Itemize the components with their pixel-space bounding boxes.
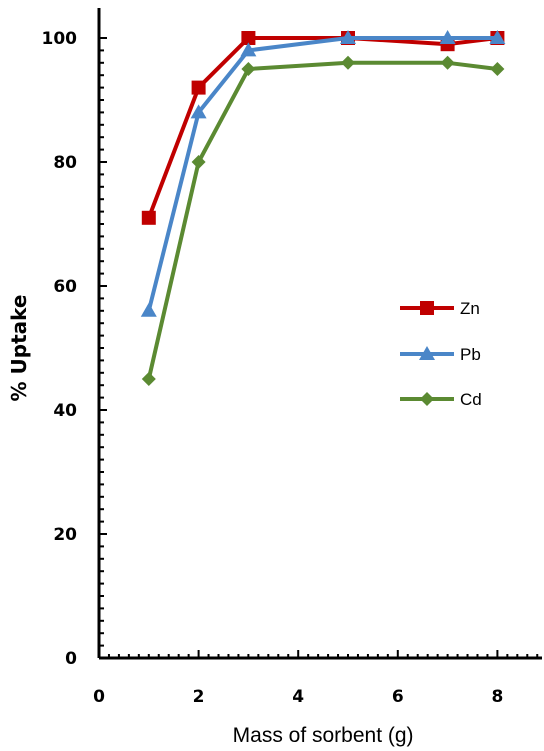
data-point-cd (490, 62, 505, 76)
y-tick-label: 0 (65, 649, 77, 669)
y-tick-label: 60 (53, 277, 77, 297)
legend-item-cd: Cd (400, 390, 482, 409)
series-pb (140, 30, 506, 317)
data-point-pb (240, 42, 257, 57)
data-point-pb (489, 30, 506, 44)
x-tick-label: 0 (93, 687, 105, 707)
data-point-cd (440, 55, 455, 70)
data-point-cd (141, 372, 156, 386)
data-point-pb (140, 302, 157, 317)
series-layer (140, 30, 506, 386)
y-tick-label: 40 (53, 401, 77, 421)
legend-item-pb: Pb (400, 345, 481, 364)
series-line-zn (146, 36, 498, 219)
x-axis-title: Mass of sorbent (g) (233, 724, 414, 747)
y-tick-label: 20 (53, 525, 77, 545)
series-cd (141, 55, 505, 386)
data-point-pb (439, 30, 456, 44)
data-point-cd (341, 55, 355, 70)
legend-marker-pb (419, 346, 435, 360)
series-line-cd (146, 60, 498, 380)
legend-marker-zn (420, 301, 434, 315)
y-axis-title: % Uptake (7, 295, 31, 402)
legend-item-zn: Zn (400, 299, 480, 318)
legend-marker-cd (420, 392, 434, 406)
data-point-cd (191, 155, 206, 169)
legend-label: Cd (460, 390, 482, 409)
data-point-zn (141, 210, 156, 225)
data-point-zn (241, 31, 256, 45)
axes: 0 20 40 60 80 100 0 2 4 6 8 (42, 8, 542, 707)
data-point-zn (191, 80, 206, 95)
data-point-pb (190, 104, 207, 119)
data-point-pb (340, 30, 356, 44)
series-line-pb (146, 36, 498, 312)
x-tick-label: 6 (392, 687, 404, 707)
x-tick-label: 8 (491, 687, 503, 707)
x-tick-label: 4 (292, 687, 304, 707)
legend: Zn Pb Cd (400, 299, 482, 409)
y-tick-label: 80 (53, 153, 77, 173)
y-tick-label: 100 (42, 29, 78, 49)
data-point-cd (241, 62, 256, 76)
x-tick-label: 2 (193, 687, 205, 707)
legend-label: Pb (460, 345, 481, 364)
legend-label: Zn (460, 299, 480, 318)
